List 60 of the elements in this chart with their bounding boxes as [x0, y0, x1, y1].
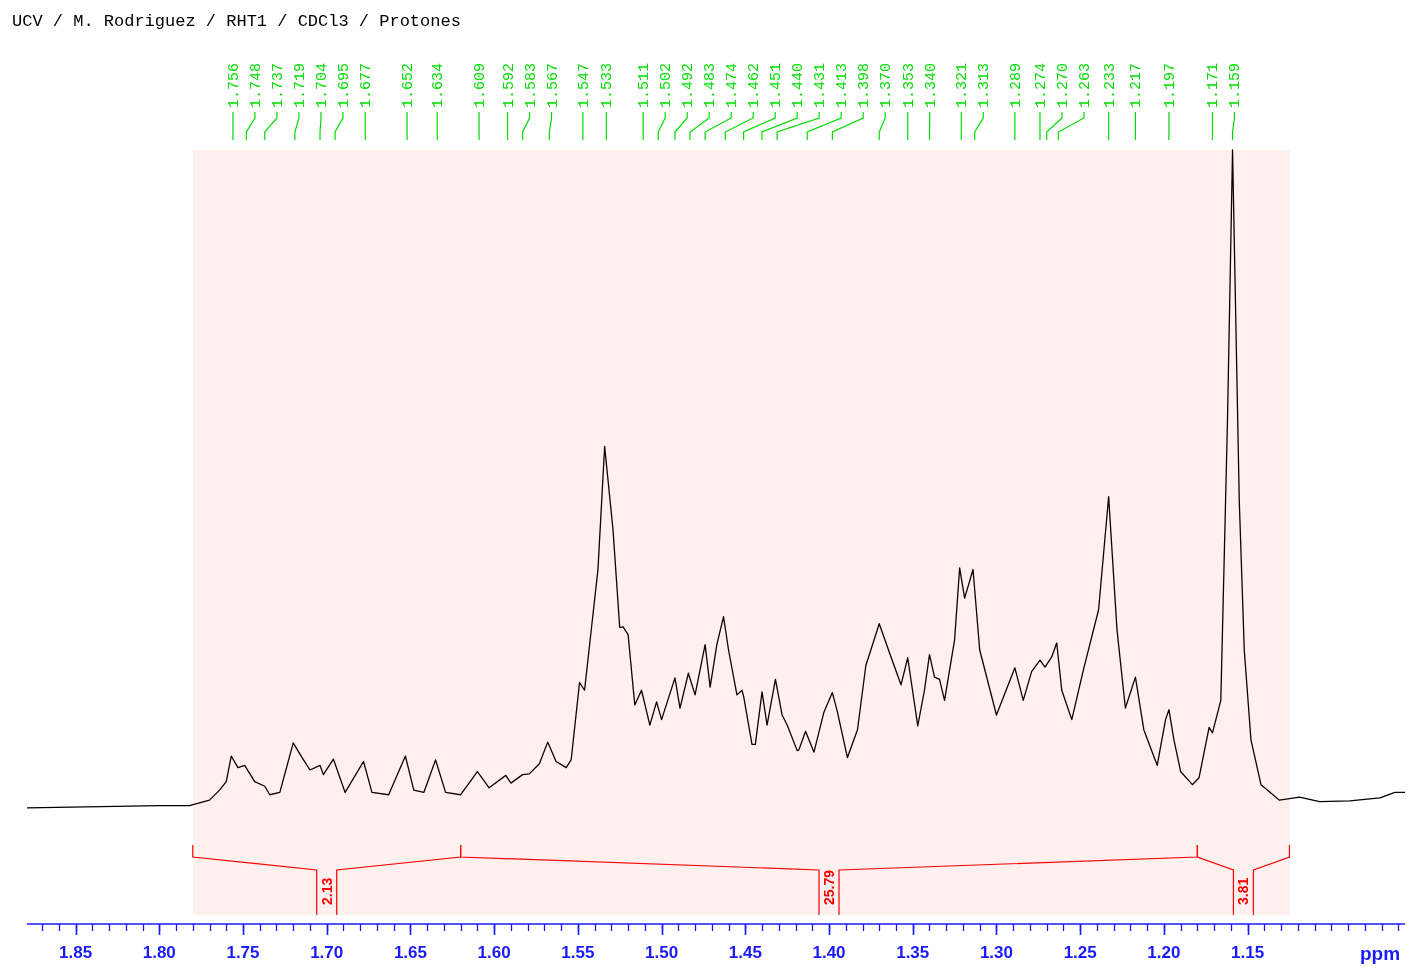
annotation: 1.353	[900, 62, 918, 108]
x-tick-label: 1.70	[310, 943, 344, 962]
x-tick-label: 1.80	[142, 943, 176, 962]
annotation: 1.263	[1076, 62, 1094, 108]
annotation: 1.451	[768, 62, 786, 108]
annotation: 1.159	[1227, 62, 1245, 108]
annotation: 1.462	[746, 62, 764, 108]
x-axis-title: ppm	[1359, 943, 1401, 964]
x-tick-label: 1.65	[393, 943, 427, 962]
band-label: 25.79	[821, 869, 838, 905]
annotation: 1.492	[680, 62, 698, 108]
annotation: 1.567	[544, 62, 562, 108]
annotation: 1.502	[658, 62, 676, 108]
x-tick-label: 1.50	[645, 943, 679, 962]
annotation: 1.483	[702, 62, 720, 108]
chart-title: UCV / M. Rodriguez / RHT1 / CDCl3 / Protones	[12, 12, 461, 31]
x-tick-label: 1.55	[561, 943, 595, 962]
annotation: 1.431	[812, 62, 830, 108]
annotation: 1.592	[500, 62, 518, 108]
annotation: 1.474	[724, 62, 742, 108]
annotation: 1.217	[1128, 62, 1146, 108]
annotation: 1.233	[1101, 62, 1119, 108]
annotation: 1.270	[1054, 62, 1072, 108]
band-label: 3.81	[1235, 877, 1252, 905]
annotation: 1.695	[335, 62, 353, 108]
x-tick-label: 1.35	[896, 943, 930, 962]
annotation: 1.289	[1007, 62, 1025, 108]
x-tick-label: 1.30	[979, 943, 1013, 962]
annotation: 1.652	[400, 62, 418, 108]
annotation: 1.756	[225, 62, 243, 108]
annotation: 1.704	[313, 62, 331, 108]
x-tick-label: 1.45	[728, 943, 762, 962]
x-tick-label: 1.60	[477, 943, 511, 962]
annotation: 1.677	[358, 62, 376, 108]
x-tick-label: 1.20	[1147, 943, 1181, 962]
annotation: 1.313	[976, 62, 994, 108]
annotation: 1.197	[1161, 62, 1179, 108]
annotation: 1.737	[269, 62, 287, 108]
x-tick-label: 1.15	[1231, 943, 1265, 962]
annotation: 1.609	[472, 62, 490, 108]
annotation: 1.511	[636, 62, 654, 108]
annotation: 1.171	[1205, 62, 1223, 108]
annotation: 1.748	[247, 62, 265, 108]
annotation: 1.370	[878, 62, 896, 108]
annotation: 1.583	[522, 62, 540, 108]
annotation: 1.340	[922, 62, 940, 108]
annotation: 1.634	[430, 62, 448, 108]
band-label: 2.13	[318, 877, 335, 905]
x-tick-label: 1.25	[1063, 943, 1097, 962]
x-tick-label: 1.40	[812, 943, 846, 962]
annotation: 1.398	[856, 62, 874, 108]
annotation: 1.321	[954, 62, 972, 108]
annotation: 1.547	[575, 62, 593, 108]
annotation: 1.274	[1032, 62, 1050, 108]
annotation: 1.413	[834, 62, 852, 108]
x-tick-label: 1.75	[226, 943, 260, 962]
annotation: 1.440	[790, 62, 808, 108]
annotation: 1.533	[599, 62, 617, 108]
x-tick-label: 1.85	[59, 943, 93, 962]
annotation: 1.719	[291, 62, 309, 108]
